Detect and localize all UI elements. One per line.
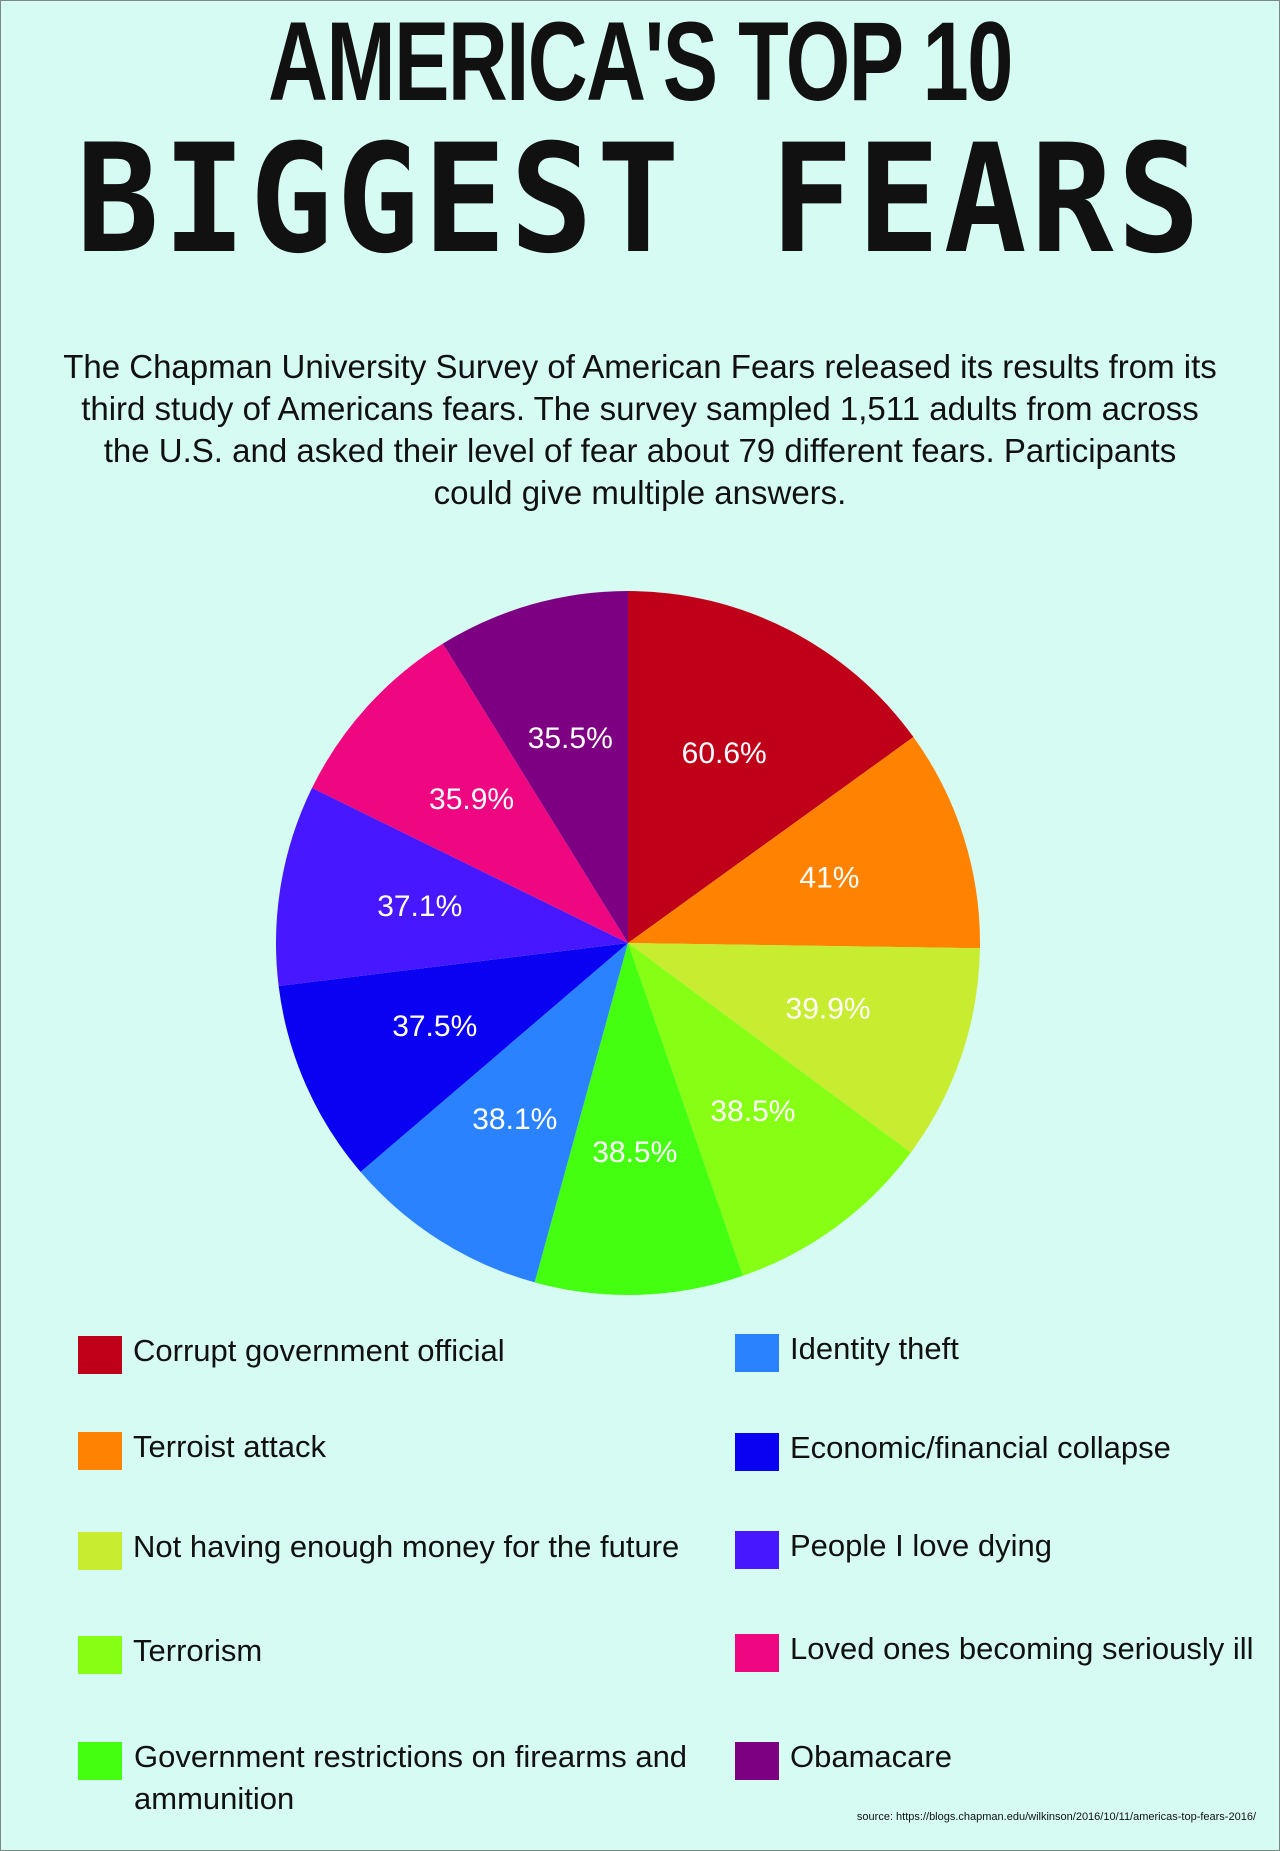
- pie-data-label-3: 39.9%: [786, 993, 871, 1026]
- legend-label: Not having enough money for the future: [133, 1529, 680, 1564]
- legend-swatch: [735, 1742, 779, 1780]
- pie-slice-7: [278, 943, 628, 1172]
- legend-label: Terrorism: [133, 1633, 263, 1668]
- legend-label: Government restrictions on firearms and …: [134, 1739, 688, 1816]
- legend-swatch: [735, 1531, 779, 1569]
- pie-data-label-8: 37.1%: [377, 890, 462, 923]
- pie-data-label-7: 37.5%: [392, 1010, 477, 1043]
- pie-data-label-2: 41%: [799, 861, 859, 894]
- legend-swatch: [735, 1334, 779, 1372]
- pie-slice-5: [534, 943, 743, 1296]
- pie-slice-2: [628, 737, 980, 949]
- legend-label: Corrupt government official: [133, 1333, 505, 1368]
- legend-label: Loved ones becoming seriously ill: [790, 1631, 1254, 1666]
- legend-swatch: [78, 1336, 122, 1374]
- pie-data-label-9: 35.9%: [429, 783, 514, 816]
- pie-slice-3: [628, 943, 980, 1153]
- legend-swatch: [78, 1742, 122, 1780]
- legend-label: Identity theft: [790, 1331, 959, 1366]
- title-line-1: AMERICA'S TOP 10: [268, 0, 1013, 124]
- pie-data-labels: 60.6% 41% 39.9% 38.5% 38.5% 38.1% 37.5% 37.1% 35…: [377, 722, 870, 1169]
- pie-slice-1: [628, 591, 914, 943]
- legend-swatch: [78, 1636, 122, 1674]
- pie-slice-9: [312, 643, 628, 943]
- legend-swatch: [78, 1532, 122, 1570]
- legend-label: Economic/financial collapse: [790, 1430, 1171, 1465]
- legend-label: People I love dying: [790, 1528, 1052, 1563]
- pie-slices: [276, 591, 980, 1296]
- pie-slice-4: [628, 943, 911, 1276]
- legend-swatch: [78, 1432, 122, 1470]
- title-line-2: BIGGEST FEARS: [76, 113, 1204, 287]
- pie-slice-10: [442, 591, 628, 943]
- legend-swatch: [735, 1634, 779, 1672]
- intro-text: The Chapman University Survey of America…: [63, 348, 1217, 511]
- pie-data-label-10: 35.5%: [528, 722, 613, 755]
- source-citation: source: https://blogs.chapman.edu/wilkin…: [856, 1811, 1256, 1823]
- legend-label: Terroist attack: [133, 1429, 326, 1464]
- pie-slice-8: [276, 787, 628, 987]
- legend-swatch: [735, 1433, 779, 1471]
- legend-label: Obamacare: [790, 1739, 952, 1774]
- pie-data-label-1: 60.6%: [682, 737, 767, 770]
- pie-data-label-4: 38.5%: [710, 1095, 795, 1128]
- pie-data-label-5: 38.5%: [592, 1136, 677, 1169]
- pie-data-label-6: 38.1%: [472, 1103, 557, 1136]
- pie-slice-6: [360, 943, 628, 1283]
